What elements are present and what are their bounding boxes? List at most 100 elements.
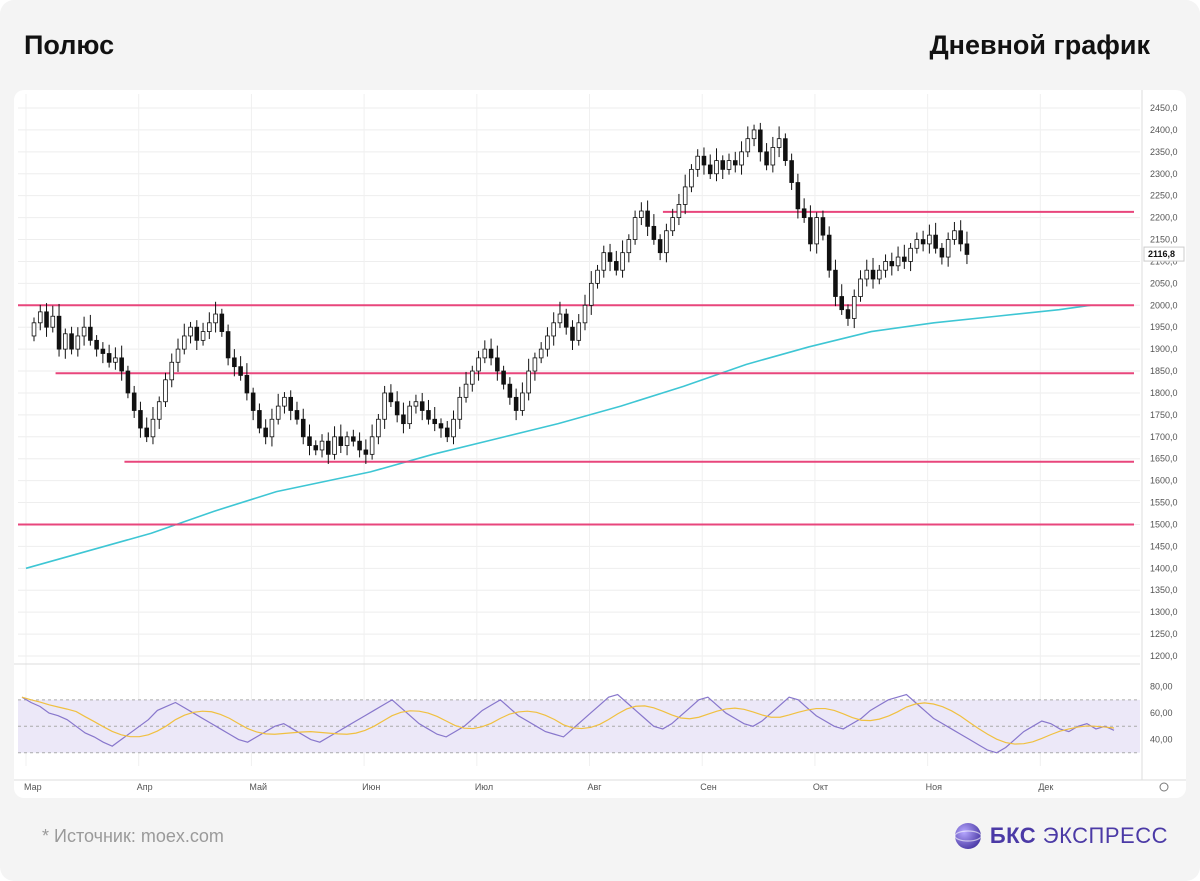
price-tick-label: 1900,0 <box>1150 344 1178 354</box>
x-tick-label: Ноя <box>926 782 943 792</box>
candle-up <box>63 333 68 350</box>
x-tick-label: Дек <box>1038 782 1053 792</box>
candle-down <box>238 366 243 376</box>
last-price-badge <box>1143 246 1185 262</box>
candle-up <box>156 401 162 420</box>
price-tick-label: 1350,0 <box>1150 585 1178 595</box>
candle-up <box>551 322 556 337</box>
candle-down <box>426 410 431 420</box>
candle-down <box>444 427 450 438</box>
candle-up <box>332 436 337 455</box>
rsi-ma-line <box>21 696 1115 745</box>
candle-up <box>37 311 43 324</box>
price-chart: 2450,0 2400,0 2350,0 2300,0 2250,0 2200,0 2150… <box>14 90 1186 792</box>
x-tick-label: Мар <box>24 782 42 792</box>
candle-down <box>257 410 262 429</box>
candle-down <box>513 396 519 411</box>
candle-up <box>382 392 387 420</box>
candle-down <box>351 436 356 442</box>
candle-up <box>639 210 644 219</box>
brand-name: БКС ЭКСПРЕСС <box>990 823 1168 849</box>
candle-down <box>614 261 619 271</box>
candle-up <box>282 396 287 407</box>
candle-down <box>507 383 513 398</box>
price-tick-label: 1550,0 <box>1150 498 1178 508</box>
candle-up <box>883 261 888 271</box>
candle-down <box>250 392 256 411</box>
candle-down <box>651 225 657 240</box>
candle-up <box>81 326 87 337</box>
candle-down <box>707 164 713 175</box>
candle-down <box>288 396 293 411</box>
candle-down <box>394 401 400 416</box>
rsi-tick-label: 40,00 <box>1150 735 1173 745</box>
moving-average-line <box>25 304 1091 570</box>
candle-down <box>388 392 394 403</box>
candle-down <box>701 155 707 166</box>
candle-up <box>670 217 675 232</box>
candle-down <box>88 326 93 341</box>
candle-up <box>532 357 538 372</box>
candle-down <box>56 315 62 350</box>
candle-up <box>726 160 732 170</box>
candle-down <box>958 230 963 245</box>
candle-down <box>300 418 306 438</box>
price-tick-label: 1750,0 <box>1150 410 1178 420</box>
candle-up <box>482 348 488 359</box>
candle-down <box>263 427 268 438</box>
price-tick-label: 1700,0 <box>1150 432 1178 442</box>
source-note: * Источник: moex.com <box>42 826 224 846</box>
candle-up <box>526 370 531 394</box>
candle-down <box>920 239 926 245</box>
candle-down <box>313 445 319 451</box>
candle-up <box>188 326 193 337</box>
candle-up <box>576 322 582 341</box>
candle-down <box>219 313 225 332</box>
candle-down <box>720 160 726 170</box>
candle-down <box>94 339 99 350</box>
candle-down <box>138 410 143 429</box>
candle-up <box>538 348 544 359</box>
price-tick-label: 1500,0 <box>1150 519 1178 529</box>
candle-up <box>344 436 350 446</box>
candle-up <box>75 335 81 350</box>
price-tick-label: 1200,0 <box>1150 651 1178 661</box>
candle-down <box>657 239 663 254</box>
candle-up <box>877 269 882 280</box>
candle-up <box>275 405 281 420</box>
candle-down <box>801 208 807 219</box>
last-price-label: 2116,8 <box>1148 249 1175 259</box>
candle-down <box>870 269 876 280</box>
candle-down <box>939 247 945 258</box>
rsi-tick-label: 80,00 <box>1150 682 1173 692</box>
rsi-line <box>21 693 1115 754</box>
candle-down <box>933 234 938 249</box>
candle-down <box>645 210 650 227</box>
candle-up <box>739 151 744 166</box>
candle-up <box>676 204 682 218</box>
price-tick-label: 2250,0 <box>1150 191 1178 201</box>
candle-down <box>764 151 769 166</box>
x-tick-label: Май <box>249 782 267 792</box>
price-tick-label: 2150,0 <box>1150 235 1178 245</box>
candle-down <box>845 309 851 319</box>
candle-down <box>131 392 137 411</box>
candle-down <box>125 370 131 394</box>
price-tick-label: 1300,0 <box>1150 607 1178 617</box>
candle-down <box>106 353 112 363</box>
candle-up <box>113 357 118 363</box>
candle-down <box>438 423 444 429</box>
candle-down <box>294 410 300 420</box>
candle-down <box>563 313 569 328</box>
candle-down <box>789 160 794 183</box>
candle-down <box>783 138 788 162</box>
price-tick-label: 1250,0 <box>1150 629 1178 639</box>
brand-bold: БКС <box>989 823 1037 848</box>
candle-down <box>839 296 844 311</box>
candle-down <box>758 129 763 153</box>
candle-up <box>413 401 419 407</box>
candle-down <box>363 449 369 455</box>
candle-up <box>864 269 870 280</box>
candle-up <box>545 335 550 350</box>
price-tick-label: 2000,0 <box>1150 300 1178 310</box>
